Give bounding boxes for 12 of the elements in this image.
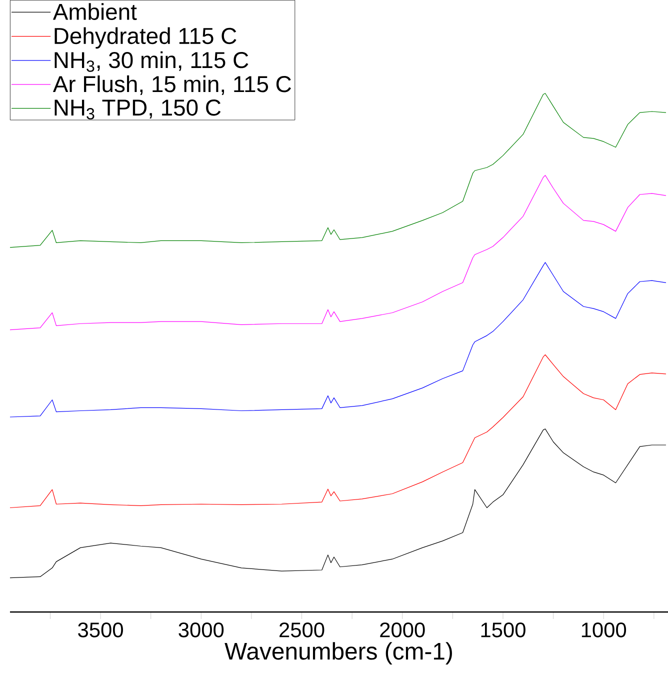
x-axis-title: Wavenumbers (cm-1) — [224, 642, 452, 664]
legend-label: NH$_{3}$ TPD, 150 C — [54, 100, 221, 120]
legend-label: Ambient — [52, 3, 137, 20]
x-tick-label: 1500 — [481, 622, 526, 638]
x-tick-label: 3000 — [178, 622, 224, 638]
legend-label: NH$_{3}$, 30 min, 115 C — [54, 51, 248, 72]
x-tick-label: 3500 — [78, 622, 123, 638]
x-tick-label: 1000 — [582, 622, 626, 638]
legend-label: Dehydrated 115 C — [54, 27, 236, 49]
x-tick-label: 2000 — [380, 622, 425, 638]
x-tick-label: 2500 — [280, 622, 324, 638]
legend-label: Ar Flush, 15 min, 115 C — [52, 75, 291, 95]
